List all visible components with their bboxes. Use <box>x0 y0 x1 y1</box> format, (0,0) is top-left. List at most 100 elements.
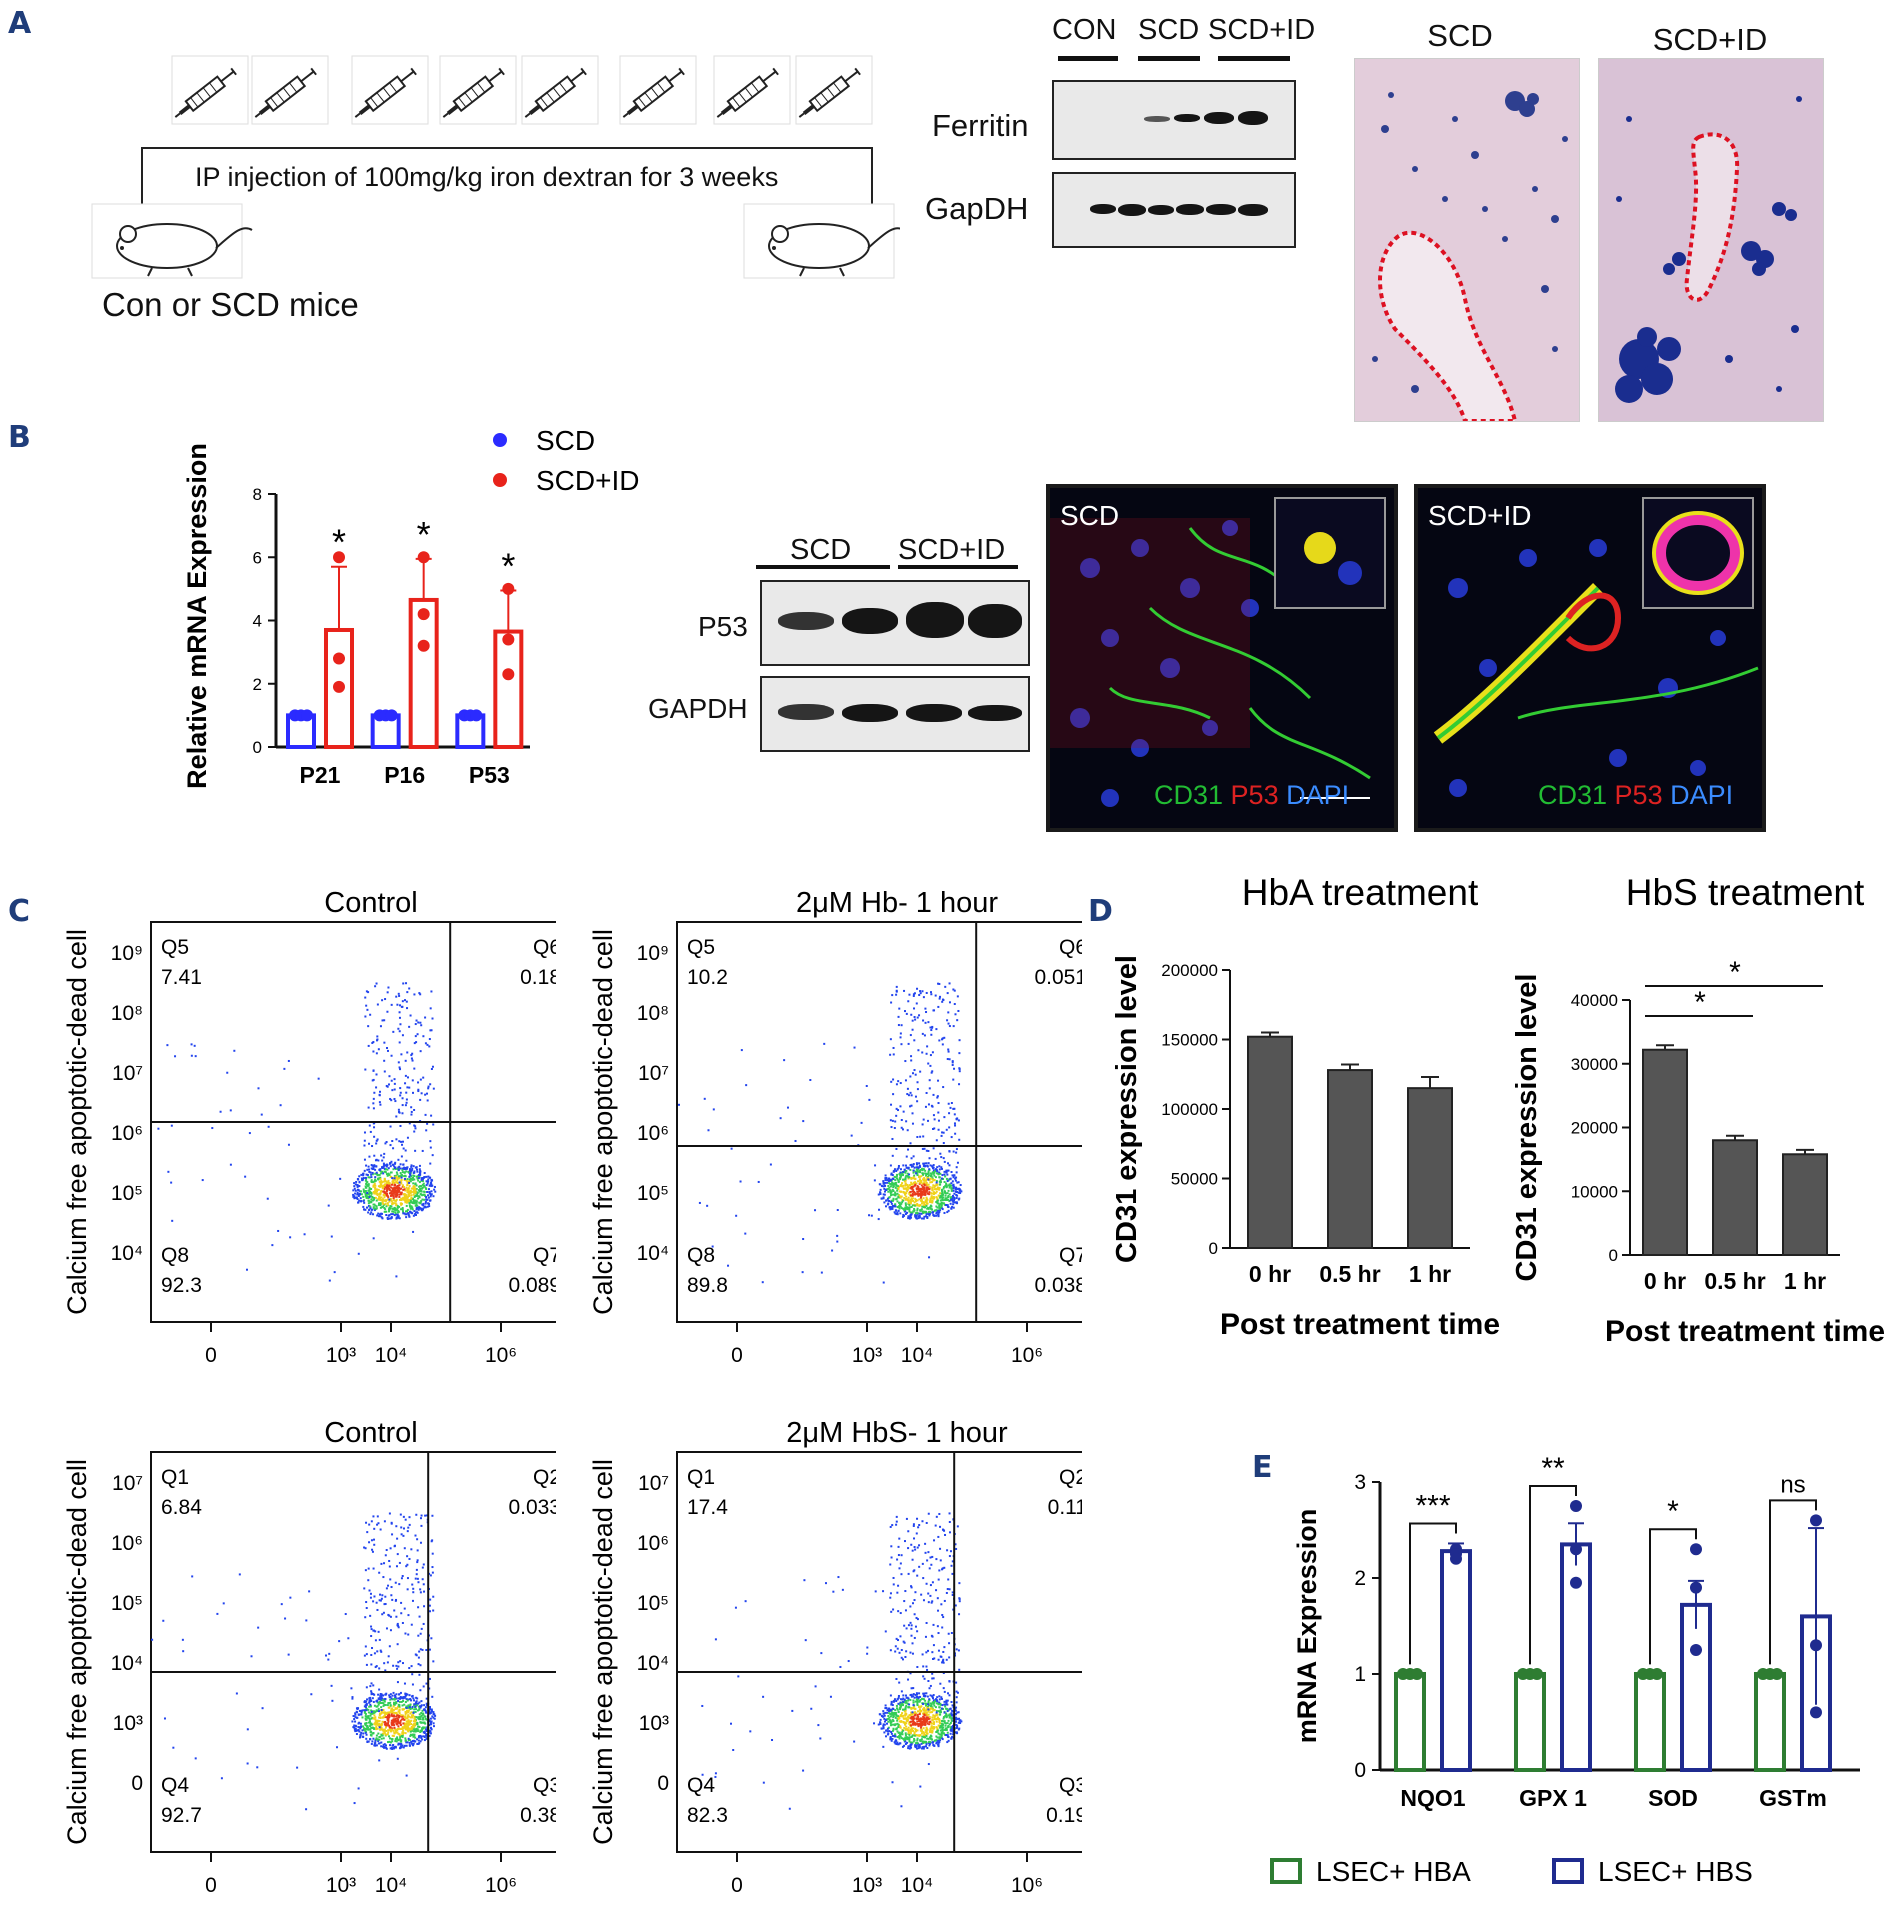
chart-d-hbs-ytick-4: 40000 <box>1571 991 1618 1010</box>
flow-xtick-0-3: 10⁶ <box>485 1344 517 1367</box>
chart-d-hbs-ytick-3: 30000 <box>1571 1055 1618 1074</box>
chart-e-xtick-2: SOD <box>1648 1785 1698 1811</box>
flow-ytick-2-3: 10⁴ <box>111 1652 143 1675</box>
flow-plot-frame-2 <box>151 1452 556 1852</box>
flow-q-ll-name-1: Q8 <box>687 1244 715 1267</box>
flow-plot-1: 2μM Hb- 1 hourQ510.2Q60.051Q70.038Q889.8… <box>582 880 1082 1380</box>
blot-b-bar-scd <box>756 565 890 569</box>
chart-d-hbs-xtick-1: 0.5 hr <box>1704 1268 1765 1294</box>
chart-e-xtick-0: NQO1 <box>1400 1785 1465 1811</box>
micro-label-scd-id: SCD+ID <box>1428 500 1531 532</box>
chart-e-legend-marker-1 <box>1554 1860 1582 1882</box>
flow-ytick-3-3: 10⁴ <box>637 1652 669 1675</box>
flow-plot-0: ControlQ57.41Q60.18Q70.089Q892.310⁹10⁸10… <box>56 880 556 1380</box>
chart-e-bar <box>1516 1674 1544 1770</box>
chart-d-hba-xlabel: Post treatment time <box>1220 1308 1500 1341</box>
flow-xtick-2-2: 10⁴ <box>375 1874 407 1897</box>
flow-xtick-2-0: 0 <box>205 1874 217 1897</box>
chart-e-legend-label-0: LSEC+ HBA <box>1316 1856 1471 1887</box>
flow-plot-title-0: Control <box>324 887 418 919</box>
flow-q-ul-name-0: Q5 <box>161 936 189 959</box>
chart-e-bar <box>1756 1674 1784 1770</box>
blot-a-group-con: CON <box>1052 14 1116 47</box>
chart-e-bar <box>1396 1674 1424 1770</box>
flow-xtick-3-1: 10³ <box>852 1874 882 1897</box>
chart-d-hba-bar-0 <box>1248 1037 1292 1248</box>
chart-b-legend-label-1: SCD+ID <box>536 465 639 496</box>
chart-d-hbs-xtick-2: 1 hr <box>1784 1268 1826 1294</box>
chart-e-point <box>1810 1639 1822 1651</box>
chart-e-point <box>1570 1543 1582 1555</box>
chart-d-hba-ytick-4: 200000 <box>1161 961 1218 980</box>
flow-q-lr-value-1: 0.038 <box>1034 1274 1082 1297</box>
flow-ytick-1-4: 10⁵ <box>637 1182 669 1205</box>
chart-b-xlabel-1: P16 <box>384 762 425 788</box>
flow-ytick-2-5: 0 <box>131 1772 143 1795</box>
flow-plot-2: ControlQ16.84Q20.033Q30.38Q492.710⁷10⁶10… <box>56 1410 556 1910</box>
flow-q-ur-value-2: 0.033 <box>508 1496 556 1519</box>
flow-ytick-0-3: 10⁶ <box>111 1122 143 1145</box>
chart-e-sig-3: ns <box>1780 1471 1805 1498</box>
flow-q-ur-value-3: 0.11 <box>1048 1496 1082 1519</box>
flow-q-lr-value-3: 0.19 <box>1046 1804 1082 1827</box>
flow-xtick-1-1: 10³ <box>852 1344 882 1367</box>
chart-d-hba-ytick-2: 100000 <box>1161 1100 1218 1119</box>
flow-xtick-3-0: 0 <box>731 1874 743 1897</box>
flow-ytick-1-0: 10⁹ <box>637 942 669 965</box>
flow-xtick-2-1: 10³ <box>326 1874 356 1897</box>
flow-q-ur-name-2: Q2 <box>533 1466 556 1489</box>
chart-d-hbs-ytick-0: 0 <box>1609 1246 1618 1265</box>
chart-d-hbs-xtick-0: 0 hr <box>1644 1268 1686 1294</box>
blot-b-gapdh <box>760 676 1030 752</box>
micro-label-scd: SCD <box>1060 500 1119 532</box>
chart-d-hba-ylabel: CD31 expression level <box>1111 955 1143 1263</box>
chart-e-point <box>1771 1668 1783 1680</box>
flow-ylabel-0: Calcium free apoptotic-dead cell <box>62 929 92 1315</box>
panel-label-c: C <box>8 894 30 929</box>
chart-b-significance-2: * <box>501 545 515 586</box>
chart-d-hba-ytick-3: 150000 <box>1161 1031 1218 1050</box>
flow-xtick-0-1: 10³ <box>326 1344 356 1367</box>
chart-d-hbs-title: HbS treatment <box>1626 872 1865 913</box>
flow-xtick-3-2: 10⁴ <box>901 1874 933 1897</box>
chart-e-ytick-1: 1 <box>1354 1663 1366 1686</box>
chart-b-ytick-label-0: 0 <box>253 738 262 757</box>
flow-q-ul-value-2: 6.84 <box>161 1496 202 1519</box>
chart-d-hbs-bar-2 <box>1783 1154 1827 1255</box>
chart-e-bar <box>1682 1605 1710 1770</box>
flow-q-ur-name-3: Q2 <box>1059 1466 1082 1489</box>
histo-label-scd-id: SCD+ID <box>1598 22 1822 58</box>
flow-q-ll-name-3: Q4 <box>687 1774 715 1797</box>
stain-dapi-2: DAPI <box>1670 780 1733 810</box>
chart-b-significance-0: * <box>332 522 346 563</box>
chart-e-point <box>1411 1668 1423 1680</box>
chart-d-hbs-ytick-2: 20000 <box>1571 1119 1618 1138</box>
chart-e-sig-bracket-3 <box>1770 1500 1816 1664</box>
flow-xtick-1-0: 0 <box>731 1344 743 1367</box>
chart-b-point <box>333 652 345 664</box>
flow-ytick-2-2: 10⁵ <box>111 1592 143 1615</box>
flow-q-lr-name-0: Q7 <box>533 1244 556 1267</box>
blot-a-bar-scd-id <box>1218 56 1290 61</box>
chart-d-hbs-sig-1: * <box>1729 956 1741 989</box>
flow-q-ll-value-0: 92.3 <box>161 1274 202 1297</box>
blot-a-group-scd: SCD <box>1138 14 1199 47</box>
chart-b-legend-label-0: SCD <box>536 425 595 456</box>
flow-q-lr-value-2: 0.38 <box>520 1804 556 1827</box>
chart-d-hba-xtick-0: 0 hr <box>1249 1261 1291 1287</box>
flow-ytick-1-2: 10⁷ <box>638 1062 669 1085</box>
flow-ylabel-2: Calcium free apoptotic-dead cell <box>62 1459 92 1845</box>
flow-plot-title-3: 2μM HbS- 1 hour <box>786 1417 1008 1449</box>
flow-ytick-1-1: 10⁸ <box>637 1002 669 1025</box>
flow-ytick-0-4: 10⁵ <box>111 1182 143 1205</box>
flow-plot-frame-3 <box>677 1452 1082 1852</box>
flow-q-ur-value-1: 0.051 <box>1034 966 1082 989</box>
flow-ytick-0-2: 10⁷ <box>112 1062 143 1085</box>
flow-q-ul-name-2: Q1 <box>161 1466 189 1489</box>
chart-d-hbs-xlabel: Post treatment time <box>1605 1315 1885 1348</box>
flow-q-ll-name-2: Q4 <box>161 1774 189 1797</box>
flow-q-ul-name-3: Q1 <box>687 1466 715 1489</box>
chart-e-point <box>1450 1553 1462 1565</box>
chart-d-hba-xtick-1: 0.5 hr <box>1319 1261 1380 1287</box>
